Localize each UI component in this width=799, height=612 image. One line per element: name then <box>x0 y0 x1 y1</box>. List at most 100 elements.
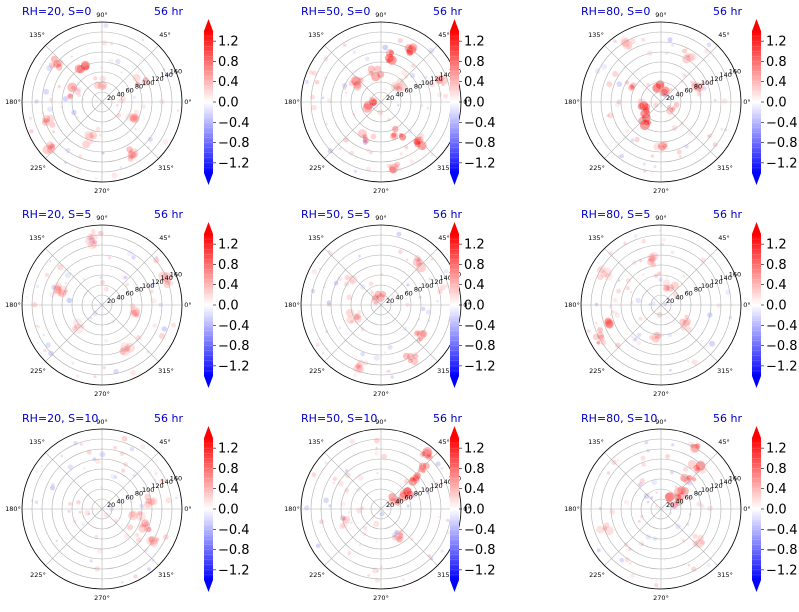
negative-anomaly <box>315 543 321 549</box>
radial-tick-label: 140 <box>719 274 731 282</box>
positive-anomaly <box>371 72 381 82</box>
negative-anomaly <box>670 503 677 509</box>
positive-anomaly <box>634 136 640 143</box>
angular-gridline <box>380 508 438 566</box>
angular-gridline <box>45 101 103 159</box>
angular-tick-label: 45° <box>438 31 450 39</box>
colorbar-extend-max <box>752 222 761 234</box>
positive-anomaly <box>107 256 112 260</box>
positive-anomaly <box>71 326 78 332</box>
positive-anomaly <box>696 91 702 97</box>
positive-anomaly <box>368 281 374 287</box>
radial-tick-label: 60 <box>405 87 413 95</box>
positive-anomaly <box>127 150 136 159</box>
colorbar-tick-label: 1.2 <box>218 238 239 253</box>
positive-anomaly <box>655 491 659 494</box>
positive-anomaly <box>76 116 79 119</box>
positive-anomaly <box>49 291 55 298</box>
angular-gridline <box>45 452 103 510</box>
positive-anomaly <box>78 510 82 514</box>
positive-anomaly <box>686 53 695 62</box>
positive-anomaly <box>399 491 409 502</box>
positive-anomaly <box>75 168 82 174</box>
positive-anomaly <box>99 75 107 83</box>
positive-anomaly <box>411 357 419 365</box>
positive-anomaly <box>376 472 379 475</box>
positive-anomaly <box>429 81 435 88</box>
positive-anomaly <box>354 313 361 320</box>
positive-anomaly <box>419 133 424 138</box>
positive-anomaly <box>82 466 86 470</box>
positive-anomaly <box>387 369 391 373</box>
negative-anomaly <box>40 465 43 468</box>
positive-anomaly <box>143 117 146 121</box>
radial-tick-label: 100 <box>421 486 433 494</box>
positive-anomaly <box>332 481 336 485</box>
angular-tick-label: 180° <box>5 98 21 106</box>
positive-anomaly <box>101 40 108 46</box>
colorbar-tick-label: 0.0 <box>464 299 485 314</box>
positive-anomaly <box>385 49 394 58</box>
positive-anomaly <box>358 543 362 547</box>
colorbar-tick-label: 0.8 <box>218 462 239 477</box>
positive-anomaly <box>624 80 630 85</box>
colorbar-tick-label: 0.4 <box>218 278 239 293</box>
positive-anomaly <box>404 44 413 53</box>
positive-anomaly <box>346 294 353 301</box>
polar-panel: 0°45°90°135°180°225°270°315°20 40 60 801001… <box>284 412 495 602</box>
positive-anomaly <box>641 273 645 277</box>
positive-anomaly <box>343 43 347 47</box>
radial-tick-label: 40 <box>675 497 683 505</box>
field-layer <box>594 36 728 173</box>
positive-anomaly <box>344 274 350 281</box>
positive-anomaly <box>661 86 670 95</box>
polar-frame <box>580 428 742 590</box>
positive-anomaly <box>421 468 426 474</box>
positive-anomaly <box>314 80 320 85</box>
positive-anomaly <box>338 523 345 530</box>
positive-anomaly <box>606 114 610 118</box>
positive-anomaly <box>679 318 686 325</box>
radial-tick-label: 100 <box>421 282 433 290</box>
colorbar: 1.2 0.8 0.4 0.0 −0.4 −0.8 −1.2 <box>450 19 496 185</box>
positive-anomaly <box>53 289 58 295</box>
positive-anomaly <box>625 286 630 291</box>
positive-anomaly <box>640 455 646 461</box>
angular-tick-label: 315° <box>437 571 453 579</box>
angular-tick-label: 90° <box>96 11 108 19</box>
positive-anomaly <box>425 453 433 461</box>
negative-anomaly <box>49 260 52 263</box>
positive-anomaly <box>657 144 661 148</box>
positive-anomaly <box>720 128 723 131</box>
positive-anomaly <box>692 477 697 482</box>
positive-anomaly <box>606 81 613 87</box>
angular-gridline <box>604 508 662 566</box>
positive-anomaly <box>76 65 85 74</box>
positive-anomaly <box>141 104 147 109</box>
negative-anomaly <box>660 242 665 247</box>
colorbar-tick-label: −0.8 <box>766 543 798 558</box>
positive-anomaly <box>374 65 382 73</box>
radial-tick-label: 140 <box>160 478 172 486</box>
radial-tick-label: 80 <box>414 490 422 498</box>
positive-anomaly <box>162 139 169 145</box>
positive-anomaly <box>403 478 410 485</box>
positive-anomaly <box>142 76 149 83</box>
positive-anomaly <box>443 93 449 99</box>
negative-anomaly <box>113 368 119 375</box>
colorbar-extend-min <box>204 376 213 388</box>
positive-anomaly <box>658 229 662 232</box>
positive-anomaly <box>93 375 97 379</box>
colorbar-tick-label: 0.8 <box>766 258 787 273</box>
positive-anomaly <box>371 99 378 106</box>
positive-anomaly <box>87 240 97 250</box>
positive-anomaly <box>600 270 608 278</box>
positive-anomaly <box>677 486 686 495</box>
polar-panel: 0°45°90°135°180°225°270°315°20 40 60 801001… <box>5 5 249 195</box>
angular-gridline <box>101 508 159 566</box>
positive-anomaly <box>662 143 668 149</box>
negative-anomaly <box>651 301 656 306</box>
colorbar-tick-label: 0.0 <box>766 503 787 518</box>
negative-anomaly <box>62 96 69 102</box>
colorbar-extend-min <box>450 580 459 592</box>
